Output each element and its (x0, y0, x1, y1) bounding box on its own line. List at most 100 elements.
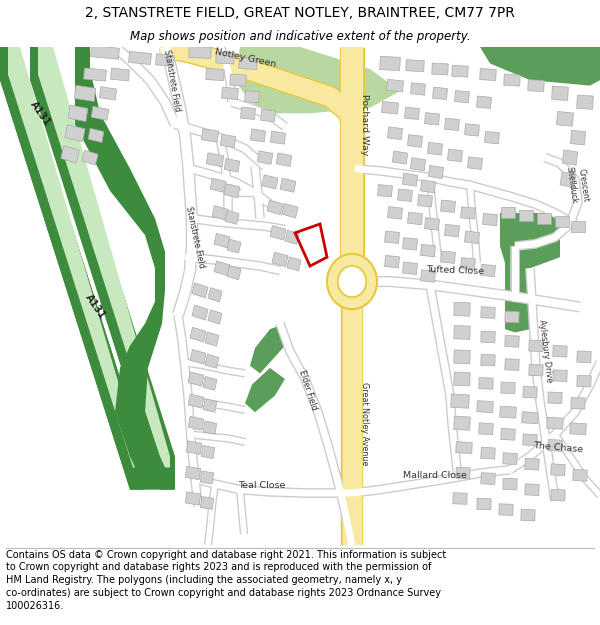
Text: Great Notley Avenue: Great Notley Avenue (359, 381, 368, 465)
Polygon shape (421, 180, 436, 193)
Polygon shape (188, 372, 204, 386)
Polygon shape (481, 307, 495, 318)
Polygon shape (272, 252, 288, 267)
Polygon shape (577, 351, 591, 362)
Polygon shape (110, 68, 130, 81)
Polygon shape (245, 91, 259, 103)
Polygon shape (186, 441, 202, 454)
Polygon shape (445, 224, 460, 237)
Polygon shape (461, 207, 475, 219)
Polygon shape (239, 58, 257, 69)
Text: Crescent: Crescent (576, 168, 590, 202)
Polygon shape (525, 458, 539, 470)
Circle shape (338, 266, 366, 297)
Polygon shape (500, 213, 560, 268)
Text: Mallard Close: Mallard Close (403, 471, 467, 480)
Polygon shape (91, 46, 119, 59)
Polygon shape (551, 489, 565, 501)
Polygon shape (479, 423, 493, 435)
Polygon shape (190, 328, 206, 342)
Polygon shape (30, 47, 175, 489)
Polygon shape (537, 213, 551, 224)
Polygon shape (267, 200, 283, 214)
Polygon shape (203, 376, 217, 390)
Polygon shape (571, 221, 585, 232)
Polygon shape (418, 194, 433, 207)
Polygon shape (82, 150, 98, 165)
Polygon shape (432, 63, 448, 75)
Text: Notley Green: Notley Green (214, 47, 277, 69)
Polygon shape (503, 452, 517, 464)
Polygon shape (571, 131, 586, 145)
Polygon shape (205, 354, 219, 368)
Polygon shape (241, 107, 256, 119)
Polygon shape (404, 107, 419, 119)
Polygon shape (185, 466, 200, 480)
Polygon shape (523, 386, 537, 398)
Polygon shape (505, 258, 530, 332)
Polygon shape (501, 208, 515, 219)
Polygon shape (280, 178, 296, 192)
Polygon shape (200, 471, 214, 484)
Polygon shape (454, 326, 470, 339)
Polygon shape (464, 231, 479, 244)
Polygon shape (480, 47, 600, 86)
Text: A131: A131 (83, 292, 107, 321)
Polygon shape (519, 209, 533, 221)
Polygon shape (212, 206, 228, 220)
Polygon shape (485, 131, 499, 144)
Polygon shape (155, 54, 175, 66)
Polygon shape (185, 492, 200, 505)
Text: Pochard Way: Pochard Way (359, 94, 368, 155)
Polygon shape (481, 448, 495, 459)
Polygon shape (480, 69, 496, 81)
Polygon shape (74, 85, 96, 101)
Polygon shape (479, 378, 493, 389)
Polygon shape (500, 406, 516, 418)
Polygon shape (425, 217, 439, 230)
Polygon shape (577, 95, 593, 109)
Polygon shape (481, 354, 495, 366)
Polygon shape (421, 270, 436, 282)
Text: A131: A131 (28, 99, 52, 127)
Polygon shape (570, 422, 586, 435)
Polygon shape (88, 128, 104, 142)
Polygon shape (504, 74, 520, 86)
Polygon shape (476, 96, 491, 108)
Polygon shape (445, 118, 460, 131)
Polygon shape (571, 398, 585, 409)
Text: Tufted Close: Tufted Close (426, 265, 484, 276)
Polygon shape (454, 372, 470, 386)
Polygon shape (560, 172, 576, 187)
Polygon shape (529, 364, 543, 376)
Polygon shape (192, 305, 208, 320)
Polygon shape (392, 151, 407, 164)
Polygon shape (202, 129, 218, 142)
Polygon shape (522, 412, 538, 424)
Polygon shape (282, 204, 298, 218)
Polygon shape (83, 68, 106, 81)
Polygon shape (555, 216, 569, 227)
Polygon shape (501, 428, 515, 440)
Polygon shape (206, 69, 224, 81)
Polygon shape (553, 346, 567, 357)
Polygon shape (406, 59, 424, 72)
Polygon shape (428, 166, 443, 179)
Polygon shape (8, 47, 140, 468)
Polygon shape (270, 226, 286, 240)
Polygon shape (454, 416, 470, 431)
Polygon shape (551, 86, 568, 101)
Polygon shape (433, 87, 448, 99)
Text: The Chase: The Chase (533, 441, 583, 454)
Polygon shape (548, 392, 562, 404)
Polygon shape (377, 184, 392, 197)
Text: Stanstrete Field: Stanstrete Field (184, 206, 206, 269)
Polygon shape (467, 157, 482, 169)
Text: 100026316.: 100026316. (6, 601, 64, 611)
Polygon shape (421, 244, 436, 257)
Polygon shape (577, 376, 591, 387)
Polygon shape (385, 231, 400, 244)
Polygon shape (200, 496, 214, 509)
Polygon shape (230, 74, 246, 86)
Polygon shape (410, 158, 425, 171)
